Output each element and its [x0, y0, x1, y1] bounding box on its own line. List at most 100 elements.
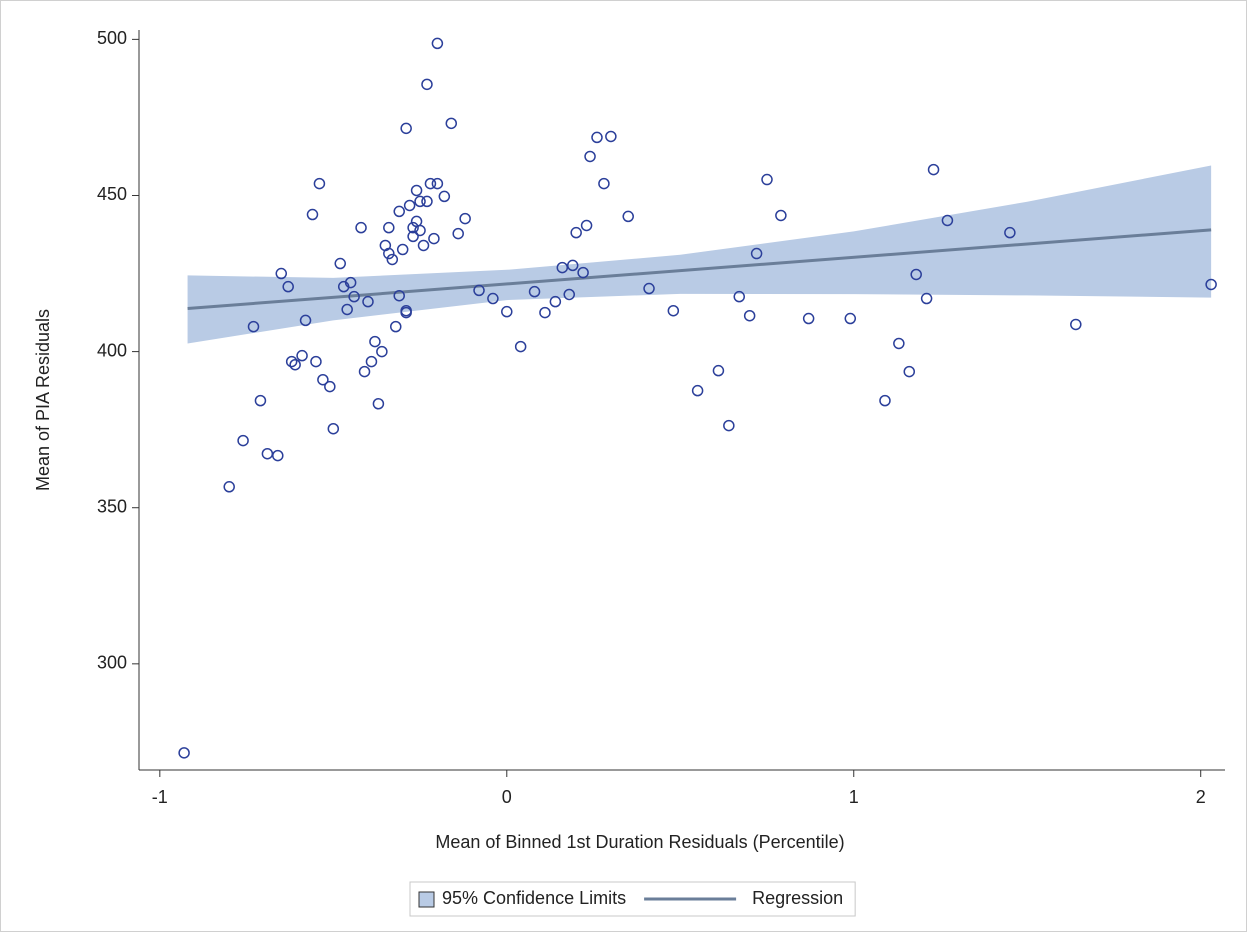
point — [775, 209, 787, 222]
point — [355, 221, 367, 234]
point — [223, 481, 235, 493]
point — [383, 221, 395, 234]
point — [1004, 226, 1016, 239]
point — [372, 397, 385, 410]
point — [400, 122, 412, 135]
point — [549, 295, 562, 308]
point — [289, 358, 301, 371]
point — [910, 268, 922, 281]
point — [376, 345, 388, 358]
point — [570, 226, 582, 239]
point — [386, 253, 399, 266]
confidence-band — [187, 165, 1212, 344]
x-tick-label: 2 — [1196, 787, 1206, 807]
point — [390, 320, 402, 333]
legend-label: 95% Confidence Limits — [442, 888, 626, 908]
point — [296, 349, 308, 362]
point — [605, 130, 617, 143]
point — [334, 257, 346, 270]
point — [324, 380, 336, 393]
point — [733, 290, 745, 303]
point — [414, 195, 426, 208]
point — [424, 177, 437, 190]
y-tick-label: 450 — [97, 184, 127, 204]
point — [369, 335, 381, 348]
point — [528, 285, 541, 298]
point — [723, 419, 735, 432]
point — [282, 280, 294, 293]
point — [421, 78, 433, 91]
y-tick-label: 350 — [97, 496, 127, 516]
x-axis-label: Mean of Binned 1st Duration Residuals (P… — [435, 832, 844, 852]
point — [893, 337, 905, 350]
point — [539, 306, 551, 319]
point — [920, 292, 933, 305]
point — [362, 295, 374, 308]
point — [487, 292, 499, 305]
point — [341, 303, 353, 316]
regression-line — [187, 228, 1212, 311]
point — [927, 163, 940, 176]
point — [438, 190, 451, 203]
point — [712, 364, 725, 377]
point — [879, 394, 891, 407]
y-tick-label: 300 — [97, 653, 127, 673]
point — [178, 747, 190, 759]
point — [407, 221, 419, 234]
point — [514, 340, 527, 353]
y-tick-label: 500 — [97, 28, 127, 48]
point — [421, 195, 433, 208]
x-tick-label: -1 — [152, 787, 168, 807]
point — [254, 394, 267, 407]
point — [358, 365, 371, 378]
point — [431, 37, 444, 50]
point — [327, 422, 340, 435]
point — [431, 177, 444, 190]
point — [452, 227, 464, 240]
point — [941, 214, 954, 227]
point — [844, 312, 857, 325]
point — [667, 304, 680, 317]
point — [275, 267, 288, 280]
x-tick-label: 1 — [849, 787, 859, 807]
point — [563, 288, 575, 301]
legend-swatch — [418, 891, 435, 908]
point — [501, 305, 513, 318]
point — [743, 309, 756, 322]
point — [428, 232, 440, 245]
point — [306, 208, 319, 221]
point — [237, 434, 249, 447]
point — [410, 184, 423, 197]
x-tick-label: 0 — [502, 787, 512, 807]
point — [310, 355, 322, 368]
point — [414, 224, 426, 237]
legend-label: Regression — [752, 888, 843, 908]
point — [417, 239, 430, 252]
point — [691, 384, 704, 397]
point — [313, 177, 326, 190]
point — [580, 219, 593, 232]
point — [317, 373, 329, 386]
y-tick-label: 400 — [97, 340, 127, 360]
point — [400, 304, 412, 317]
point — [348, 290, 360, 303]
legend — [409, 881, 856, 917]
point — [285, 355, 298, 368]
point — [566, 259, 579, 272]
point — [750, 247, 763, 260]
point — [1205, 278, 1217, 291]
point — [577, 266, 589, 279]
point — [473, 284, 485, 297]
point — [383, 247, 395, 260]
point — [393, 205, 405, 218]
point — [622, 210, 634, 223]
point — [407, 230, 419, 243]
point — [903, 365, 916, 378]
point — [459, 212, 471, 225]
point — [802, 312, 815, 325]
point — [643, 282, 655, 295]
point — [584, 150, 596, 163]
point — [365, 355, 378, 368]
